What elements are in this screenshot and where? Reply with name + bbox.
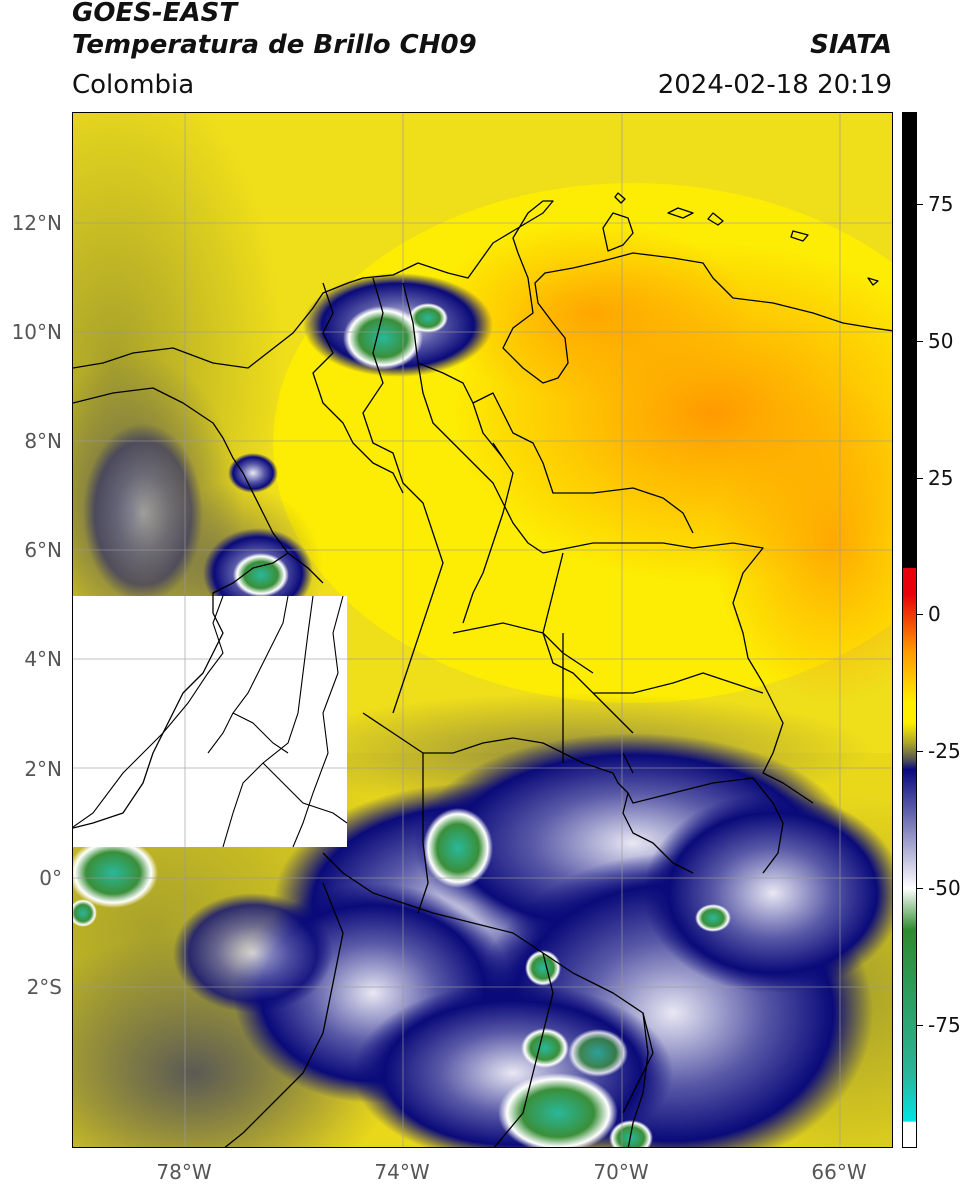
colorbar-tick	[917, 204, 923, 205]
colorbar-label-0: 0	[928, 602, 941, 626]
colorbar-label-75: 75	[928, 192, 954, 216]
lon-label-74w: 74°W	[374, 1160, 430, 1184]
datetime-label: 2024-02-18 20:19	[657, 70, 892, 100]
lat-label-4n: 4°N	[24, 647, 62, 671]
colorbar-label-minus25: -25	[928, 739, 961, 763]
colorbar-tick	[917, 341, 923, 342]
colorbar	[902, 112, 917, 1148]
lat-label-2n: 2°N	[24, 757, 62, 781]
satellite-title: GOES-EAST	[72, 0, 238, 28]
source-label: SIATA	[810, 30, 892, 60]
lon-label-66w: 66°W	[811, 1160, 867, 1184]
satellite-map[interactable]	[72, 112, 893, 1148]
product-title: Temperatura de Brillo CH09	[72, 30, 477, 60]
lat-label-8n: 8°N	[24, 429, 62, 453]
lat-label-0: 0°	[39, 866, 62, 890]
lat-label-6n: 6°N	[24, 538, 62, 562]
region-label: Colombia	[72, 70, 195, 100]
colorbar-tick	[917, 751, 923, 752]
colorbar-tick	[917, 888, 923, 889]
colorbar-label-25: 25	[928, 466, 954, 490]
lat-label-12n: 12°N	[11, 211, 62, 235]
colorbar-label-50: 50	[928, 329, 954, 353]
lat-label-10n: 10°N	[11, 320, 62, 344]
colorbar-label-minus75: -75	[928, 1013, 961, 1037]
colorbar-tick	[917, 614, 923, 615]
lon-label-78w: 78°W	[156, 1160, 212, 1184]
colorbar-label-minus50: -50	[928, 876, 961, 900]
lat-label-2s: 2°S	[26, 975, 62, 999]
colorbar-tick	[917, 478, 923, 479]
map-canvas	[73, 113, 892, 1147]
colorbar-tick	[917, 1025, 923, 1026]
lon-label-70w: 70°W	[593, 1160, 649, 1184]
